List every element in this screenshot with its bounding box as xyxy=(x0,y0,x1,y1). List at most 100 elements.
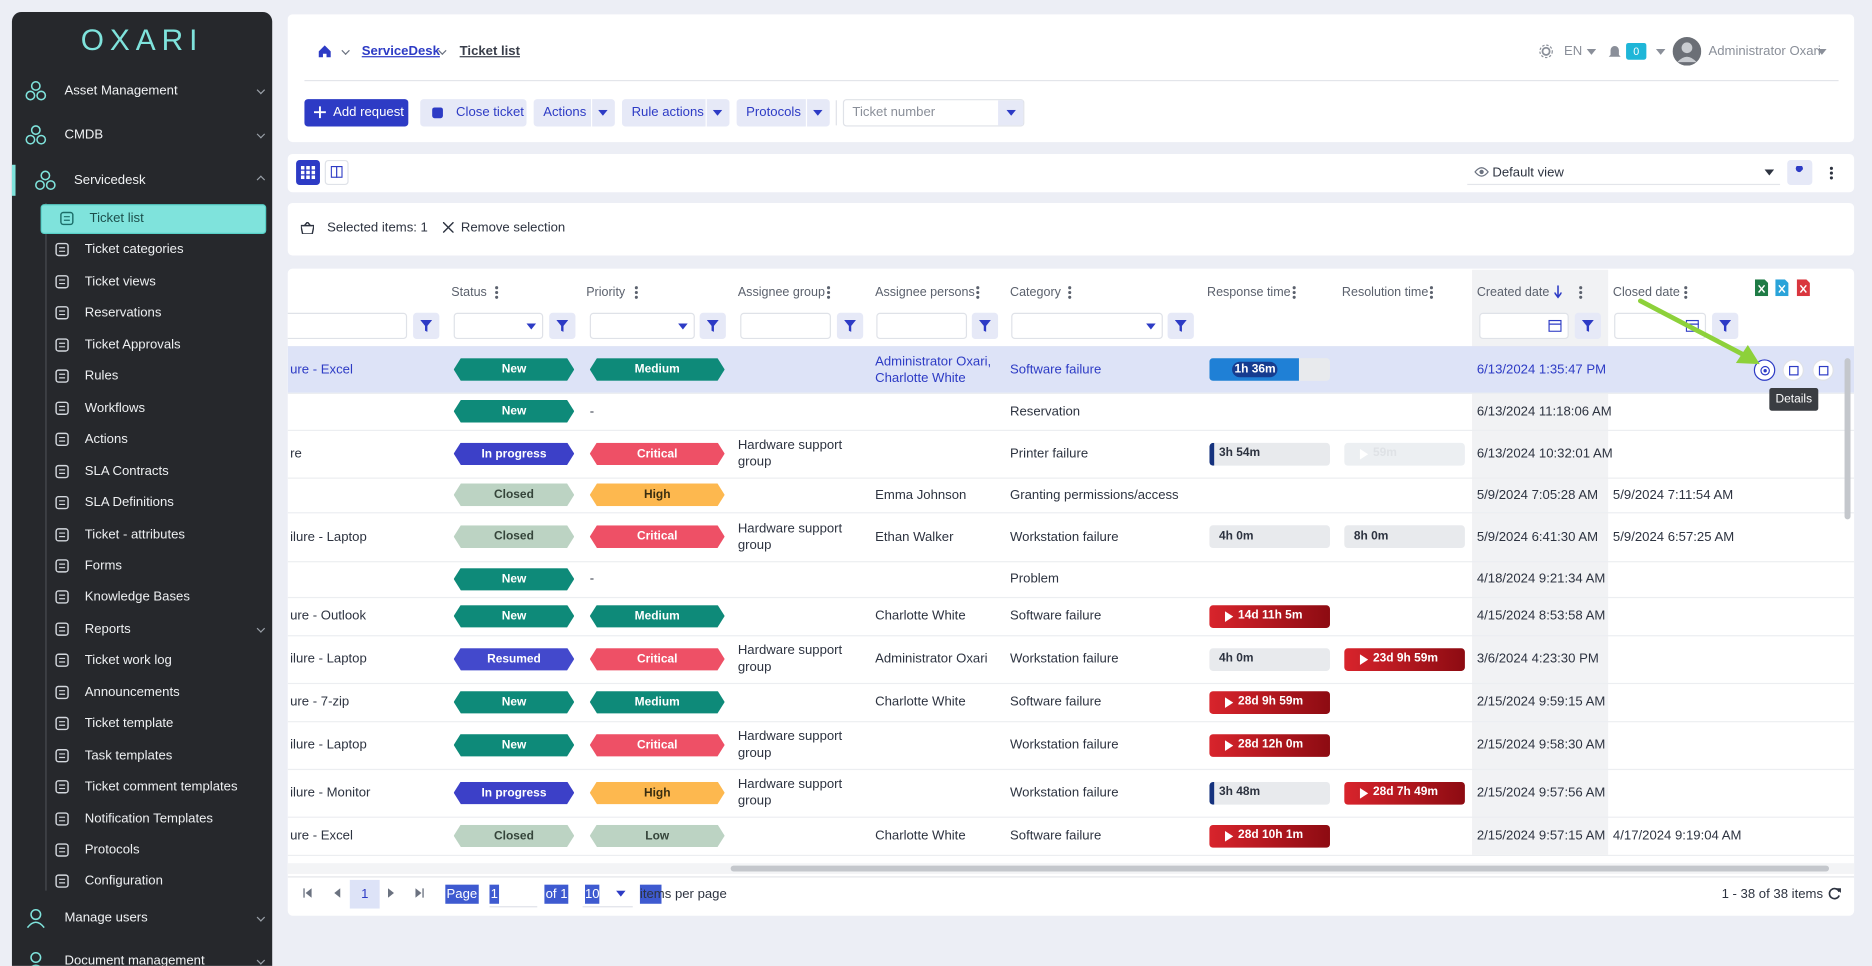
submenu-item[interactable]: Actions xyxy=(84,432,128,447)
filter-input[interactable] xyxy=(1479,312,1569,340)
remove-selection[interactable]: Remove selection xyxy=(460,220,566,236)
ticket-title[interactable]: ure - 7-zip xyxy=(290,694,350,710)
kebab-icon[interactable] xyxy=(975,285,980,299)
filter-input[interactable] xyxy=(589,312,695,340)
filter-input[interactable] xyxy=(287,312,408,340)
submenu-item[interactable]: Reports xyxy=(84,621,131,637)
edit-button[interactable] xyxy=(1782,358,1804,381)
ticket-title[interactable]: ure - Outlook xyxy=(290,608,367,624)
column-header[interactable]: Closed date xyxy=(1612,285,1680,300)
column-header[interactable]: Assignee persons xyxy=(875,285,975,300)
sort-arrow[interactable] xyxy=(1554,285,1562,299)
kebab-icon[interactable] xyxy=(1429,285,1434,299)
language[interactable]: EN xyxy=(1563,44,1583,59)
dropdown-button[interactable] xyxy=(622,99,730,127)
submenu-item[interactable]: Workflows xyxy=(84,400,146,416)
submenu-item[interactable]: Ticket comment templates xyxy=(84,779,238,795)
view-name: Default view xyxy=(1492,165,1564,181)
menu-item[interactable]: Servicedesk xyxy=(74,173,146,188)
v-scrollbar-thumb[interactable] xyxy=(1844,358,1851,520)
home-icon[interactable] xyxy=(318,44,332,58)
submenu-item[interactable]: Ticket Approvals xyxy=(84,337,181,352)
ticket-title[interactable]: re xyxy=(290,446,302,461)
kebab-icon[interactable] xyxy=(1067,285,1072,299)
delete-button[interactable] xyxy=(1812,358,1834,381)
page-button[interactable]: 1 xyxy=(349,879,380,909)
column-header[interactable]: Priority xyxy=(586,285,626,300)
submenu-item[interactable]: Ticket template xyxy=(84,716,174,731)
kebab-icon[interactable] xyxy=(1292,285,1297,299)
ticket-title[interactable]: ure - Excel xyxy=(290,362,353,377)
category: Software failure xyxy=(1010,828,1102,843)
ticket-title[interactable]: ilure - Laptop xyxy=(290,651,367,667)
submenu-item[interactable]: Ticket - attributes xyxy=(84,527,185,542)
submenu-item[interactable]: Notification Templates xyxy=(84,811,213,826)
ticket-title[interactable]: ure - Excel xyxy=(290,828,353,843)
refresh-icon[interactable] xyxy=(1828,887,1841,900)
h-scrollbar-thumb[interactable] xyxy=(730,865,1830,872)
submenu-item[interactable]: Announcements xyxy=(84,684,180,700)
page-input[interactable] xyxy=(489,881,538,908)
view-select[interactable] xyxy=(1467,160,1781,186)
column-header[interactable]: Response time xyxy=(1207,285,1291,300)
column-header[interactable]: Status xyxy=(451,285,487,300)
submenu-item[interactable]: SLA Definitions xyxy=(84,495,174,510)
menu-item[interactable]: CMDB xyxy=(64,127,104,143)
timer: 28d 7h 49m xyxy=(1344,781,1465,805)
pager-next[interactable] xyxy=(387,888,397,898)
submenu-item[interactable]: Ticket work log xyxy=(84,653,172,668)
submenu-item[interactable]: Rules xyxy=(84,369,119,384)
column-header[interactable]: Category xyxy=(1010,285,1061,300)
submenu-item[interactable]: Configuration xyxy=(84,874,163,889)
kanban-view-button[interactable] xyxy=(324,159,349,186)
kebab-icon[interactable] xyxy=(1578,285,1583,299)
export-icon[interactable] xyxy=(1796,279,1810,297)
column-header[interactable]: Created date xyxy=(1476,285,1550,300)
export-icon[interactable] xyxy=(1775,279,1789,297)
submenu-item[interactable]: Ticket list xyxy=(89,211,144,226)
menu-item[interactable]: Manage users xyxy=(64,910,148,926)
filter-input[interactable] xyxy=(1011,312,1163,340)
bell-icon[interactable] xyxy=(1608,44,1621,58)
breadcrumb-link[interactable]: ServiceDesk xyxy=(361,44,440,59)
dropdown-button[interactable] xyxy=(736,99,830,127)
submenu-item[interactable]: Task templates xyxy=(84,748,173,763)
pager-first[interactable] xyxy=(303,888,313,898)
submenu-item[interactable]: Knowledge Bases xyxy=(84,590,190,605)
kebab-icon[interactable] xyxy=(1829,166,1834,180)
submenu-item[interactable]: Protocols xyxy=(84,842,140,858)
submenu-item[interactable]: Ticket views xyxy=(84,274,156,289)
avatar[interactable] xyxy=(1672,37,1702,66)
ticket-number-input[interactable] xyxy=(842,99,1025,127)
kebab-icon[interactable] xyxy=(826,285,831,299)
kebab-icon[interactable] xyxy=(494,285,499,299)
ticket-title[interactable]: ilure - Monitor xyxy=(290,785,371,800)
export-icon[interactable] xyxy=(1755,279,1769,297)
menu-item[interactable]: Document management xyxy=(64,953,205,966)
submenu-item[interactable]: SLA Contracts xyxy=(84,463,169,479)
view-settings-button[interactable] xyxy=(1787,159,1813,186)
user-name[interactable]: Administrator Oxari xyxy=(1708,44,1821,59)
filter-input[interactable] xyxy=(740,312,831,340)
column-header[interactable]: Resolution time xyxy=(1341,285,1429,300)
pager-prev[interactable] xyxy=(332,888,342,898)
submenu-item[interactable]: Ticket categories xyxy=(84,242,184,258)
filter-input[interactable] xyxy=(453,312,544,340)
ticket-title[interactable]: ilure - Laptop xyxy=(290,737,367,753)
menu-item[interactable]: Asset Management xyxy=(64,83,178,98)
submenu-item[interactable]: Forms xyxy=(84,558,122,573)
view-button[interactable] xyxy=(1753,358,1776,381)
caret xyxy=(1586,48,1597,55)
column-header[interactable]: Assignee group xyxy=(737,285,825,300)
remove-icon[interactable] xyxy=(442,222,454,233)
category: Workstation failure xyxy=(1010,651,1119,667)
ticket-title[interactable]: ilure - Laptop xyxy=(290,529,367,544)
kebab-icon[interactable] xyxy=(634,285,639,299)
per-page-select[interactable] xyxy=(582,881,633,908)
pager-last[interactable] xyxy=(414,888,424,898)
notification-badge[interactable]: 0 xyxy=(1626,42,1647,60)
submenu-item[interactable]: Reservations xyxy=(84,306,162,321)
filter-input[interactable] xyxy=(876,312,968,340)
kebab-icon[interactable] xyxy=(1683,285,1688,299)
settings-icon[interactable] xyxy=(1539,44,1553,59)
